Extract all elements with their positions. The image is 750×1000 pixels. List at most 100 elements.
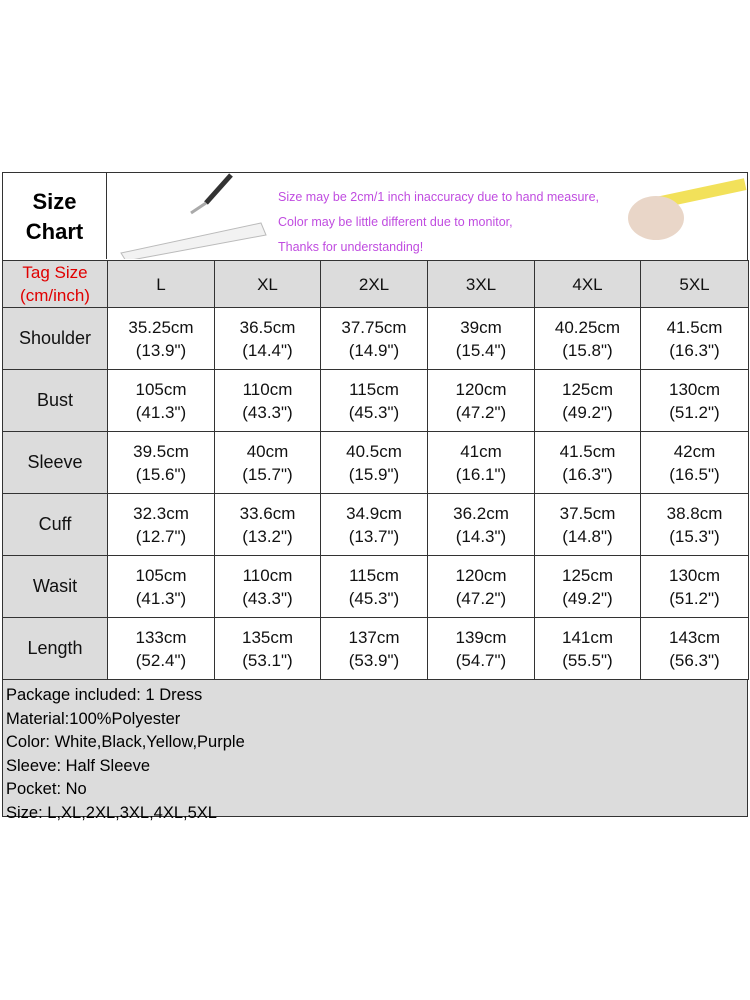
cell-line: 115cm: [349, 379, 399, 399]
pencil-tip: [190, 201, 207, 215]
cell-line: 39.5cm: [133, 441, 189, 461]
cell: 36.5cm (14.4"): [214, 307, 321, 370]
row-label: Sleeve: [2, 431, 108, 494]
size-header: 3XL: [427, 260, 535, 308]
cell-line: 105cm: [135, 565, 187, 585]
cell-line: 37.75cm: [341, 317, 407, 337]
cell-line: (16.3"): [669, 340, 720, 360]
cell-line: 115cm: [349, 565, 399, 585]
data-row: Shoulder 35.25cm (13.9") 36.5cm (14.4") 37.75…: [2, 307, 749, 370]
cell-line: (52.4"): [135, 650, 187, 670]
data-row: Sleeve 39.5cm (15.6") 40cm (15.7") 40.5cm (15.…: [2, 431, 749, 494]
cell-line: 125cm: [561, 565, 614, 585]
title-line: Size: [32, 189, 77, 214]
cell: 137cm (53.9"): [320, 617, 428, 680]
cell-line: 130cm: [668, 379, 721, 399]
cell-line: 110cm: [242, 379, 293, 399]
header-row: Tag Size (cm/inch) L XL 2XL 3XL 4XL 5XL: [2, 260, 749, 308]
cell-line: (45.3"): [348, 402, 400, 422]
cell-line: 137cm: [348, 627, 400, 647]
cell: 141cm (55.5"): [534, 617, 641, 680]
cell: 37.75cm (14.9"): [320, 307, 428, 370]
cell: 33.6cm (13.2"): [214, 493, 321, 556]
cell-line: 40cm: [246, 441, 289, 461]
cell: 120cm (47.2"): [427, 369, 535, 432]
size-header: XL: [214, 260, 321, 308]
cell-line: (51.2"): [669, 402, 720, 422]
cell-line: 37.5cm: [559, 503, 616, 523]
info-line: Color: White,Black,Yellow,Purple: [6, 733, 245, 751]
cell: 105cm (41.3"): [107, 555, 215, 618]
cell: 133cm (52.4"): [107, 617, 215, 680]
cell-line: (15.7"): [242, 464, 293, 484]
cell-line: 105cm: [135, 379, 187, 399]
cell-line: (13.2"): [242, 526, 293, 546]
cell-line: 38.8cm: [666, 503, 723, 523]
pencil: [204, 173, 233, 205]
cell-line: (49.2"): [562, 402, 613, 422]
cell-line: (16.5"): [669, 464, 720, 484]
cell-line: (15.3"): [669, 526, 720, 546]
row-label: Cuff: [2, 493, 108, 556]
cell-line: (12.7"): [135, 526, 187, 546]
cell-line: 39cm: [460, 317, 502, 337]
cell-line: (14.3"): [455, 526, 507, 546]
cell-line: 143cm: [668, 627, 721, 647]
cell-line: (15.8"): [562, 340, 613, 360]
cell: 38.8cm (15.3"): [640, 493, 749, 556]
hand: [628, 196, 684, 240]
cell: 40cm (15.7"): [214, 431, 321, 494]
data-row: Bust 105cm (41.3") 110cm (43.3") 115cm (45.3")…: [2, 369, 749, 432]
cell: 125cm (49.2"): [534, 369, 641, 432]
cell: 143cm (56.3"): [640, 617, 749, 680]
cell-line: 40.5cm: [346, 441, 402, 461]
cell-line: 32.3cm: [133, 503, 189, 523]
info-line: Sleeve: Half Sleeve: [6, 756, 150, 775]
cell-line: 133cm: [135, 627, 187, 647]
cell-line: 41cm: [460, 441, 502, 461]
cell: 39.5cm (15.6"): [107, 431, 215, 494]
cell-line: (14.4"): [242, 340, 293, 360]
cell-line: 120cm: [455, 379, 507, 399]
cell-line: (14.8"): [562, 526, 613, 546]
cell-line: (13.7"): [348, 526, 400, 546]
row-label: Wasit: [2, 555, 108, 618]
info-line: Size: L,XL,2XL,3XL,4XL,5XL: [6, 803, 217, 822]
cell-line: 125cm: [561, 379, 614, 399]
size-table: Tag Size (cm/inch) L XL 2XL 3XL 4XL 5XL Shoulder…: [2, 260, 749, 680]
cell-line: (51.2"): [669, 588, 720, 608]
header-label-line: (cm/inch): [20, 286, 90, 305]
cell-line: 110cm: [242, 565, 293, 585]
size-header: L: [107, 260, 215, 308]
cell-line: 34.9cm: [346, 503, 402, 523]
cell-line: (13.9"): [135, 340, 187, 360]
size-chart: Size Chart Size may be 2cm/1 inch inaccur…: [2, 172, 749, 822]
cell-line: (55.5"): [562, 650, 613, 670]
cell-line: 120cm: [455, 565, 507, 585]
row-label: Bust: [2, 369, 108, 432]
row-label: Shoulder: [2, 307, 108, 370]
data-row: Cuff 32.3cm (12.7") 33.6cm (13.2") 34.9cm (13.…: [2, 493, 749, 556]
info-line: Package included: 1 Dress: [6, 686, 203, 704]
cell: 110cm (43.3"): [214, 369, 321, 432]
cell-line: (16.3"): [562, 464, 613, 484]
title: Size Chart: [3, 173, 107, 259]
cell: 42cm (16.5"): [640, 431, 749, 494]
note: Size may be 2cm/1 inch inaccuracy due to…: [278, 190, 600, 204]
cell: 37.5cm (14.8"): [534, 493, 641, 556]
cell-line: (15.4"): [455, 340, 507, 360]
cell: 39cm (15.4"): [427, 307, 535, 370]
cell: 130cm (51.2"): [640, 369, 749, 432]
cell-line: (45.3"): [348, 588, 400, 608]
info-line: Material:100%Polyester: [6, 709, 181, 728]
cell-line: 141cm: [561, 627, 614, 647]
header-label-line: Tag Size: [22, 263, 88, 282]
cell-line: (49.2"): [562, 588, 613, 608]
cell-line: (43.3"): [242, 588, 293, 608]
cell-line: 41.5cm: [559, 441, 616, 461]
info-line: Pocket: No: [6, 780, 87, 798]
cell: 41.5cm (16.3"): [534, 431, 641, 494]
cell-line: (47.2"): [455, 588, 507, 608]
cell: 115cm (45.3"): [320, 369, 428, 432]
cell-line: 36.5cm: [239, 317, 296, 337]
